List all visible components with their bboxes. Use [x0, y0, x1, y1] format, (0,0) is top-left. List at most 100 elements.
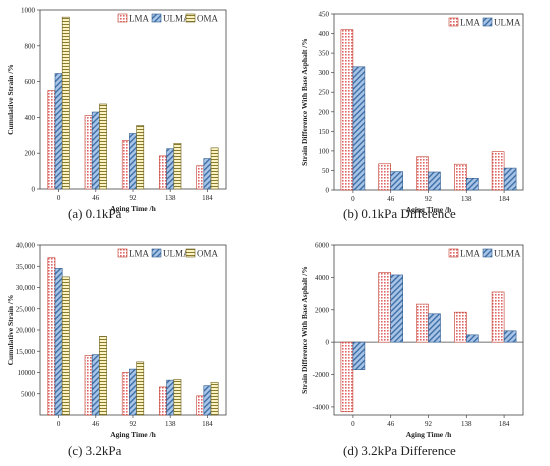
y-tick-label: 4000 [315, 274, 330, 282]
bar-ulma-46 [91, 354, 100, 416]
bar-ulma-92 [428, 313, 441, 343]
bar-ulma-138 [465, 177, 479, 191]
y-tick-label: 400 [25, 114, 36, 122]
chart-panel-3: -4000 -2000 0 2000 4000 6000 0 46 92 138 184 Aging … [300, 242, 524, 458]
bar-oma-184 [210, 147, 219, 190]
legend: LMA ULMA [448, 17, 521, 28]
chart-panel-0: 0 200 400 600 800 1000 0 46 92 138 184 Aging Time /… [6, 7, 227, 221]
chart-caption: (c) 3.2kPa [68, 443, 122, 458]
y-tick-label: 30,000 [16, 284, 36, 292]
y-tick-label: 100 [319, 147, 330, 155]
bar-lma-138 [159, 155, 167, 190]
y-axis-label: Cumulative Strain /% [6, 295, 15, 366]
bar-lma-92 [416, 303, 429, 343]
bar-lma-138 [453, 163, 467, 191]
x-tick-label: 184 [202, 420, 213, 428]
x-tick-label: 0 [351, 420, 355, 428]
y-tick-label: -2000 [313, 371, 330, 379]
legend: LMA ULMA [448, 248, 521, 259]
y-tick-label: 0 [326, 339, 330, 347]
chart-caption: (b) 0.1kPa Difference [343, 206, 456, 221]
y-tick-label: 10000 [18, 369, 36, 377]
bar-oma-138 [173, 143, 182, 190]
x-axis-label: Aging Time /h [110, 430, 156, 439]
bar-ulma-46 [91, 111, 100, 190]
legend-swatch-ulma [151, 248, 162, 258]
bar-ulma-46 [390, 171, 404, 191]
bar-ulma-184 [203, 158, 212, 190]
bar-ulma-0 [54, 73, 63, 190]
legend-swatch-oma [185, 248, 196, 258]
x-tick-label: 46 [387, 420, 395, 428]
bar-oma-0 [61, 16, 70, 190]
bar-oma-138 [173, 378, 182, 416]
bar-lma-46 [378, 163, 392, 191]
bar-lma-138 [453, 311, 467, 343]
legend-label-lma: LMA [129, 249, 150, 259]
x-tick-label: 184 [499, 195, 510, 203]
legend-label-ulma: ULMA [494, 18, 521, 28]
x-tick-label: 46 [92, 194, 100, 202]
bar-lma-184 [491, 151, 505, 191]
y-tick-label: 40,000 [16, 242, 36, 250]
bar-ulma-92 [428, 171, 441, 191]
bar-lma-92 [121, 372, 130, 416]
y-tick-label: 50 [322, 167, 330, 175]
y-tick-label: -4000 [313, 403, 330, 411]
bar-ulma-92 [129, 133, 137, 190]
chart-caption: (a) 0.1kPa [68, 206, 122, 221]
x-tick-label: 138 [165, 194, 176, 202]
x-tick-label: 0 [351, 195, 355, 203]
bar-lma-138 [159, 386, 167, 416]
legend-swatch-lma [448, 17, 459, 27]
x-tick-label: 184 [499, 420, 510, 428]
bar-lma-184 [491, 291, 505, 343]
x-tick-label: 138 [461, 420, 472, 428]
bar-ulma-92 [129, 368, 137, 416]
y-tick-label: 0 [32, 186, 36, 194]
y-tick-label: 2000 [315, 306, 330, 314]
bar-lma-0 [47, 90, 56, 190]
y-tick-label: 150 [319, 128, 330, 136]
y-tick-label: 250 [319, 89, 330, 97]
y-tick-label: 800 [25, 42, 36, 50]
x-axis-label: Aging Time /h [406, 430, 452, 439]
bar-ulma-46 [390, 274, 404, 343]
y-tick-label: 25,000 [16, 305, 36, 313]
legend-label-ulma: ULMA [494, 249, 521, 259]
bar-oma-92 [136, 125, 145, 190]
chart-caption: (d) 3.2kPa Difference [343, 443, 456, 458]
x-tick-label: 46 [387, 195, 395, 203]
legend: LMA ULMA OMA [117, 13, 219, 24]
bar-lma-184 [196, 395, 205, 416]
y-tick-label: 15,000 [16, 348, 36, 356]
x-tick-label: 0 [57, 194, 61, 202]
y-axis-label: Cumulative Strain /% [6, 64, 15, 135]
bar-lma-0 [47, 257, 56, 416]
bar-ulma-138 [166, 379, 175, 416]
bar-lma-46 [84, 355, 93, 416]
bar-lma-0 [340, 29, 354, 191]
bar-lma-46 [378, 272, 392, 343]
x-tick-label: 92 [425, 420, 433, 428]
legend-swatch-ulma [151, 13, 162, 23]
bar-ulma-0 [352, 66, 366, 191]
x-tick-label: 46 [92, 420, 100, 428]
x-tick-label: 92 [130, 420, 138, 428]
bar-ulma-184 [203, 385, 212, 416]
y-tick-label: 20,000 [16, 327, 36, 335]
y-tick-label: 300 [319, 69, 330, 77]
y-tick-label: 6000 [315, 242, 330, 250]
x-tick-label: 92 [130, 194, 138, 202]
legend-swatch-lma [448, 248, 459, 258]
bar-oma-46 [99, 103, 107, 190]
legend-swatch-oma [185, 13, 196, 23]
y-axis-label: Strain Difference With Base Asphalt /% [300, 38, 309, 166]
x-tick-label: 0 [57, 420, 61, 428]
x-axis-label: Aging Time /h [110, 204, 156, 213]
legend-swatch-lma [117, 248, 128, 258]
y-tick-label: 35,000 [16, 263, 36, 271]
bar-lma-92 [121, 140, 130, 190]
